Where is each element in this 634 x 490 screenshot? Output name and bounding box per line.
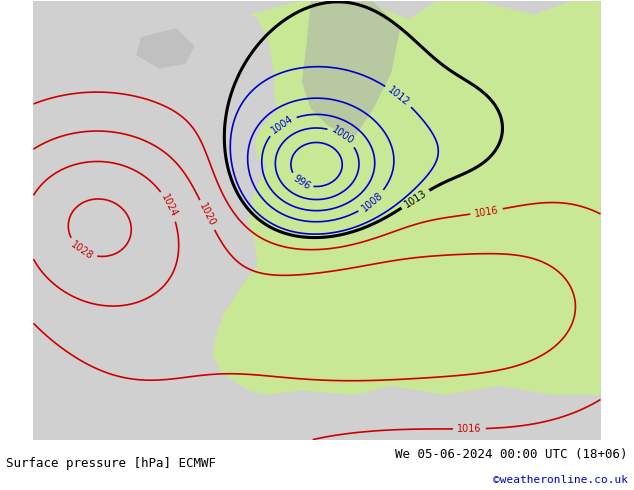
Polygon shape xyxy=(302,1,400,136)
Text: ©weatheronline.co.uk: ©weatheronline.co.uk xyxy=(493,475,628,485)
Polygon shape xyxy=(256,109,288,167)
Polygon shape xyxy=(212,1,600,395)
Text: 1000: 1000 xyxy=(330,125,356,147)
Text: 1012: 1012 xyxy=(386,84,411,108)
Text: 1028: 1028 xyxy=(69,239,95,261)
Text: 1024: 1024 xyxy=(159,193,179,220)
Text: 1016: 1016 xyxy=(457,424,482,434)
Text: We 05-06-2024 00:00 UTC (18+06): We 05-06-2024 00:00 UTC (18+06) xyxy=(395,447,628,461)
Text: 1016: 1016 xyxy=(474,205,500,219)
Text: 1020: 1020 xyxy=(197,202,217,228)
Text: 996: 996 xyxy=(291,173,312,192)
Text: 1004: 1004 xyxy=(269,114,295,136)
Text: 1008: 1008 xyxy=(359,190,385,214)
Text: Surface pressure [hPa] ECMWF: Surface pressure [hPa] ECMWF xyxy=(6,457,216,470)
Polygon shape xyxy=(136,28,195,69)
Text: 1013: 1013 xyxy=(403,188,429,210)
